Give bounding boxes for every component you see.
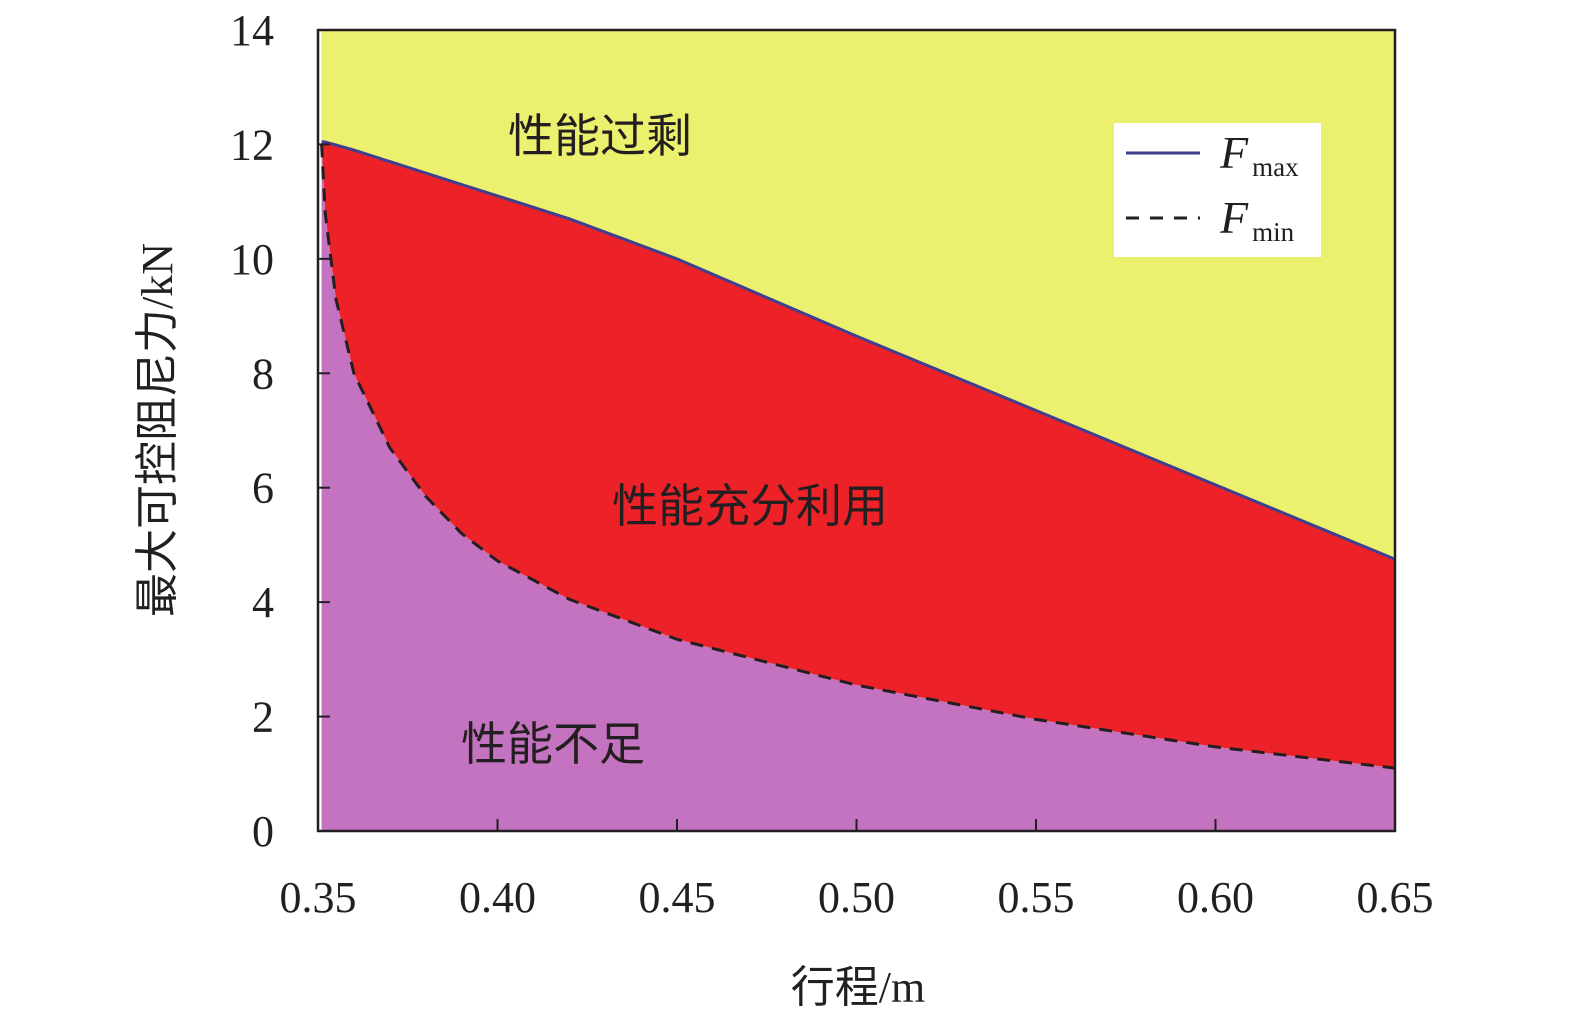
legend-box <box>1114 123 1321 257</box>
x-tick-label: 0.35 <box>280 873 357 922</box>
y-tick-label: 6 <box>252 464 274 513</box>
y-tick-label: 4 <box>252 578 274 627</box>
x-tick-label: 0.55 <box>998 873 1075 922</box>
y-tick-label: 0 <box>252 807 274 856</box>
x-tick-label: 0.45 <box>639 873 716 922</box>
x-tick-label: 0.60 <box>1177 873 1254 922</box>
y-tick-label: 12 <box>230 120 274 169</box>
y-tick-label: 10 <box>230 235 274 284</box>
series-line-fmin <box>320 144 1396 770</box>
x-axis-ticks: 0.35 0.40 0.45 0.50 0.55 0.60 0.65 <box>280 819 1434 922</box>
y-tick-label: 8 <box>252 349 274 398</box>
series-line-fmax <box>321 140 1396 561</box>
y-axis-title: 最大可控阻尼力/kN <box>133 243 182 617</box>
y-tick-label: 2 <box>252 693 274 742</box>
region-full-utilization <box>321 141 1396 769</box>
x-axis-title: 行程/m <box>791 963 925 1012</box>
y-tick-label: 14 <box>230 6 274 55</box>
region-label-insufficient: 性能不足 <box>461 719 645 770</box>
y-axis-ticks: 0 2 4 6 8 10 12 14 <box>230 6 330 856</box>
series-lines <box>320 140 1396 770</box>
x-tick-label: 0.65 <box>1357 873 1434 922</box>
region-insufficient <box>321 144 1396 831</box>
x-tick-label: 0.50 <box>818 873 895 922</box>
x-tick-label: 0.40 <box>459 873 536 922</box>
region-label-excess: 性能过剩 <box>508 111 692 162</box>
region-label-full-utilization: 性能充分利用 <box>612 481 888 532</box>
